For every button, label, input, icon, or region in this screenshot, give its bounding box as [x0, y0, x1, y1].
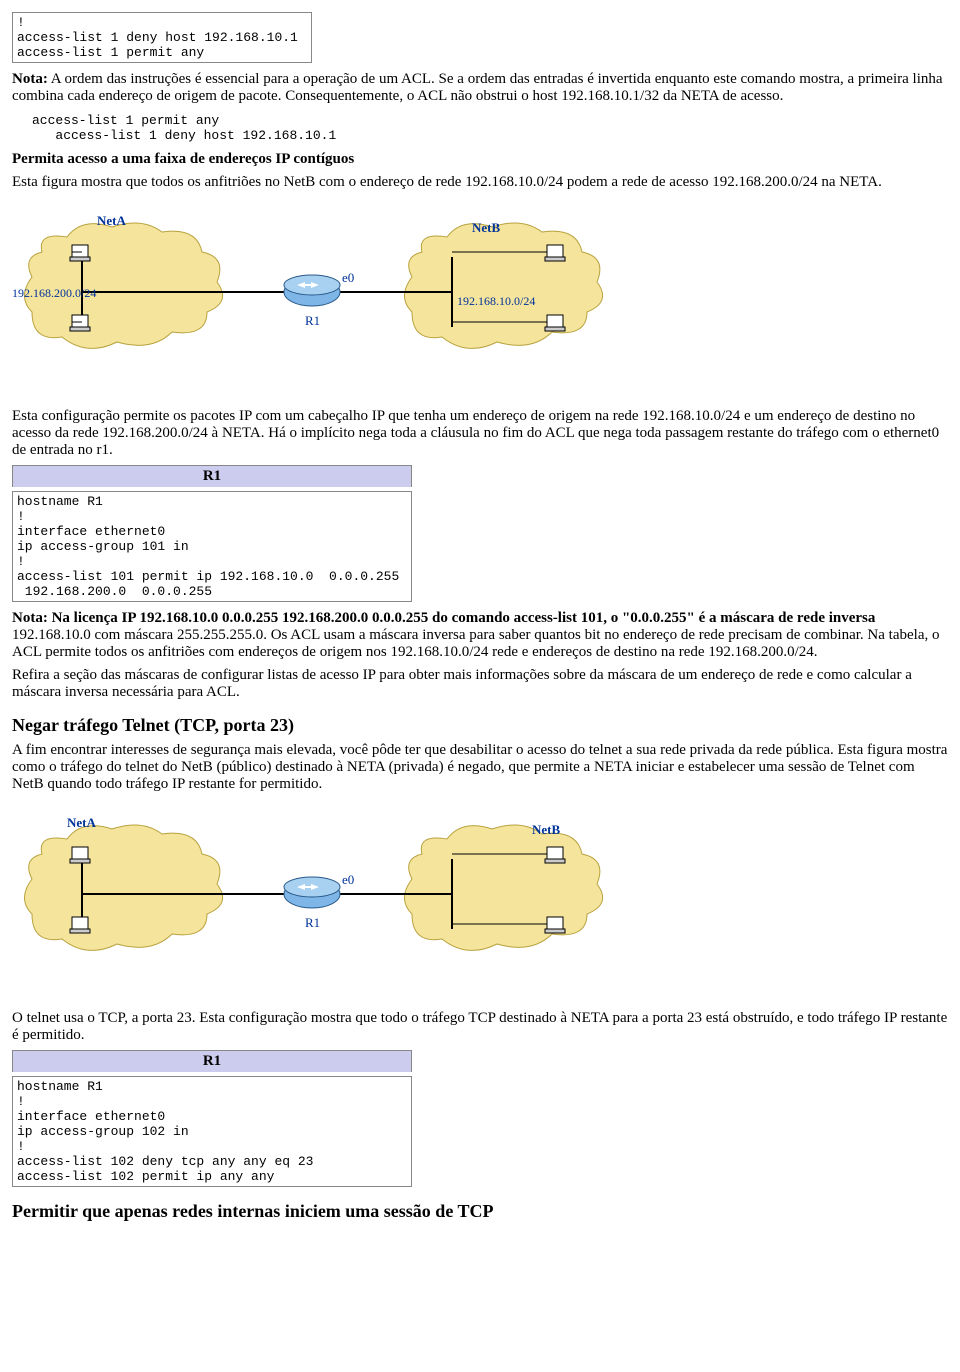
router-label: R1	[305, 313, 320, 328]
para-6: A fim encontrar interesses de segurança …	[12, 742, 948, 793]
neta-label: NetA	[97, 213, 126, 228]
config-header-2: R1	[12, 1050, 412, 1072]
para-3: Esta configuração permite os pacotes IP …	[12, 408, 948, 459]
heading-1: Permita acesso a uma faixa de endereços …	[12, 151, 948, 168]
para-2: Esta figura mostra que todos os anfitriõ…	[12, 174, 948, 191]
cloud-netb	[405, 825, 603, 950]
netb-subnet: 192.168.10.0/24	[457, 294, 535, 308]
heading-3: Permitir que apenas redes internas inici…	[12, 1201, 948, 1222]
network-diagram-1: NetA NetB 192.168.200.0/24 192.168.10.0/…	[12, 207, 612, 387]
network-diagram-2: NetA NetB e0 R1	[12, 809, 612, 989]
neta-subnet: 192.168.200.0/24	[12, 286, 96, 300]
pc-icon	[545, 245, 565, 261]
note-2: Nota: Na licença IP 192.168.10.0 0.0.0.2…	[12, 610, 948, 661]
pc-icon	[70, 315, 90, 331]
netb-label: NetB	[472, 220, 500, 235]
config-header-1: R1	[12, 465, 412, 487]
config-block-1: hostname R1 ! interface ethernet0 ip acc…	[12, 491, 412, 602]
iface-label: e0	[342, 270, 354, 285]
note-1: Nota: A ordem das instruções é essencial…	[12, 71, 948, 105]
svg-text:e0: e0	[342, 872, 354, 887]
code-inline-1: access-list 1 permit any access-list 1 d…	[32, 113, 948, 143]
cloud-neta	[25, 825, 223, 950]
pc-icon	[545, 315, 565, 331]
pc-icon	[70, 245, 90, 261]
svg-text:NetA: NetA	[67, 815, 96, 830]
config-block-2: hostname R1 ! interface ethernet0 ip acc…	[12, 1076, 412, 1187]
code-block-1: ! access-list 1 deny host 192.168.10.1 a…	[12, 12, 312, 63]
svg-text:NetB: NetB	[532, 822, 560, 837]
svg-text:R1: R1	[305, 915, 320, 930]
cloud-netb	[405, 223, 603, 348]
para-5: Refira a seção das máscaras de configura…	[12, 667, 948, 701]
para-7: O telnet usa o TCP, a porta 23. Esta con…	[12, 1010, 948, 1044]
heading-2: Negar tráfego Telnet (TCP, porta 23)	[12, 715, 948, 736]
